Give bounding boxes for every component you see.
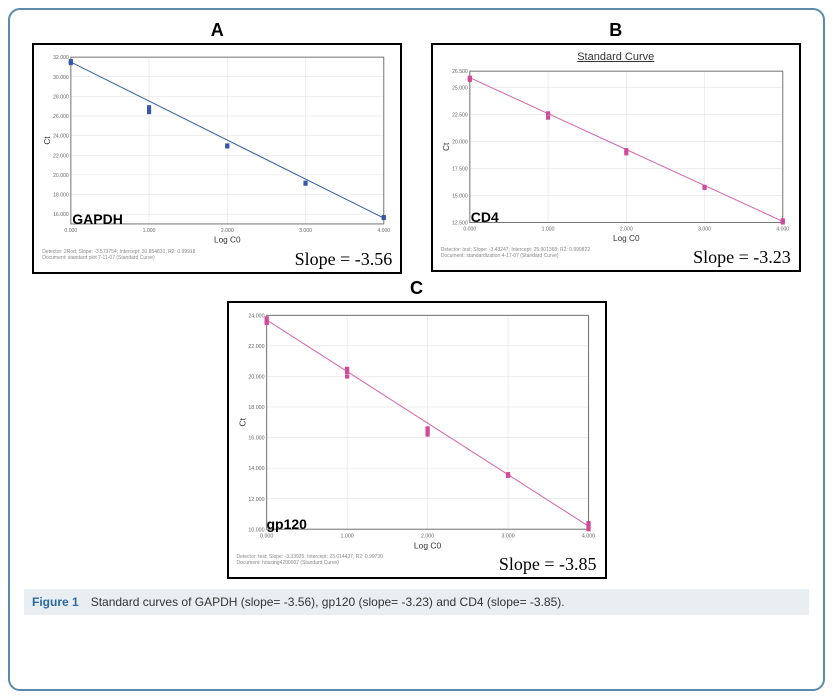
svg-text:10.000: 10.000 [248,527,264,533]
chart-box-b: Standard Curve 12.500 15.000 17.500 20.000 2… [431,43,801,272]
gene-label-a: GAPDH [72,211,123,227]
caption-text: Standard curves of GAPDH (slope= -3.56),… [91,595,565,609]
panel-c: C 10.000 12.000 14.000 16.000 18.000 20.000 22… [227,278,607,580]
svg-text:12.500: 12.500 [452,221,468,227]
below-row-a: Detector: 2Rod; Slope: -3.573754; Interc… [42,249,392,270]
svg-text:18.000: 18.000 [53,193,69,199]
svg-text:22.000: 22.000 [53,153,69,159]
slope-text-a: Slope = -3.56 [295,249,393,270]
caption-bar: Figure 1 Standard curves of GAPDH (slope… [24,589,809,615]
svg-text:18.000: 18.000 [248,405,264,411]
svg-text:Log C0: Log C0 [613,234,640,243]
slope-text-b: Slope = -3.23 [693,247,791,268]
svg-text:30.000: 30.000 [53,75,69,81]
svg-text:4.000: 4.000 [378,228,391,234]
svg-text:0.000: 0.000 [463,227,476,233]
panel-letter-c: C [410,278,423,299]
gene-label-c: gp120 [267,516,307,532]
svg-text:0.000: 0.000 [260,533,273,539]
svg-text:4.000: 4.000 [581,533,594,539]
svg-text:1.000: 1.000 [143,228,156,234]
below-row-c: Detector: test; Slope: -3.33925; Interce… [237,554,597,575]
svg-text:1.000: 1.000 [541,227,554,233]
panel-letter-a: A [211,20,224,41]
svg-text:16.000: 16.000 [248,435,264,441]
svg-text:24.000: 24.000 [53,134,69,140]
svg-text:17.500: 17.500 [452,167,468,173]
svg-text:3.000: 3.000 [501,533,514,539]
caption-label: Figure 1 [32,595,79,609]
detector-text-c: Detector: test; Slope: -3.33925; Interce… [237,554,384,566]
svg-text:2.000: 2.000 [420,533,433,539]
svg-text:1.000: 1.000 [340,533,353,539]
top-row: A 16.000 18.000 20.000 22.000 24.000 26.000 28… [24,20,809,274]
plot-wrap-c: 10.000 12.000 14.000 16.000 18.000 20.000 22.0… [237,309,597,553]
svg-text:25.000: 25.000 [452,85,468,91]
svg-text:12.000: 12.000 [248,496,264,502]
panel-a: A 16.000 18.000 20.000 22.000 24.000 26.000 28… [32,20,402,274]
svg-text:2.000: 2.000 [620,227,633,233]
below-row-b: Detector: test; Slope: -3.43247; Interce… [441,247,791,268]
svg-text:0.000: 0.000 [65,228,78,234]
plot-wrap-b: 12.500 15.000 17.500 20.000 22.500 25.000 26.5… [441,65,791,245]
svg-text:Log C0: Log C0 [413,540,441,550]
svg-text:20.000: 20.000 [452,139,468,145]
svg-text:15.000: 15.000 [452,194,468,200]
svg-text:Log C0: Log C0 [214,235,241,244]
svg-text:Ct: Ct [237,417,247,426]
inner-title-b: Standard Curve [441,51,791,63]
svg-text:4.000: 4.000 [776,227,789,233]
svg-text:26.000: 26.000 [53,114,69,120]
gene-label-b: CD4 [471,209,499,225]
panel-letter-b: B [609,20,622,41]
svg-text:26.500: 26.500 [452,69,468,75]
svg-text:2.000: 2.000 [221,228,234,234]
svg-text:32.000: 32.000 [53,55,69,61]
svg-text:3.000: 3.000 [299,228,312,234]
svg-text:28.000: 28.000 [53,94,69,100]
slope-text-c: Slope = -3.85 [499,554,597,575]
svg-text:16.000: 16.000 [53,212,69,218]
svg-text:24.000: 24.000 [248,313,264,319]
detector-text-a: Detector: 2Rod; Slope: -3.573754; Interc… [42,249,195,261]
svg-text:20.000: 20.000 [53,173,69,179]
mid-row: C 10.000 12.000 14.000 16.000 18.000 20.000 22… [24,278,809,580]
figure-container: A 16.000 18.000 20.000 22.000 24.000 26.000 28… [8,8,825,691]
panel-b: B Standard Curve 12.500 15.000 17.500 20.00… [431,20,801,274]
svg-text:22.000: 22.000 [248,344,264,350]
chart-box-c: 10.000 12.000 14.000 16.000 18.000 20.000 22.0… [227,301,607,580]
chart-box-a: 16.000 18.000 20.000 22.000 24.000 26.000 28.0… [32,43,402,274]
svg-text:Ct: Ct [442,142,451,151]
svg-text:20.000: 20.000 [248,374,264,380]
svg-text:3.000: 3.000 [698,227,711,233]
detector-text-b: Detector: test; Slope: -3.43247; Interce… [441,247,590,259]
plot-wrap-a: 16.000 18.000 20.000 22.000 24.000 26.000 28.0… [42,51,392,247]
svg-text:Ct: Ct [43,136,52,145]
svg-text:22.500: 22.500 [452,112,468,118]
svg-text:14.000: 14.000 [248,466,264,472]
